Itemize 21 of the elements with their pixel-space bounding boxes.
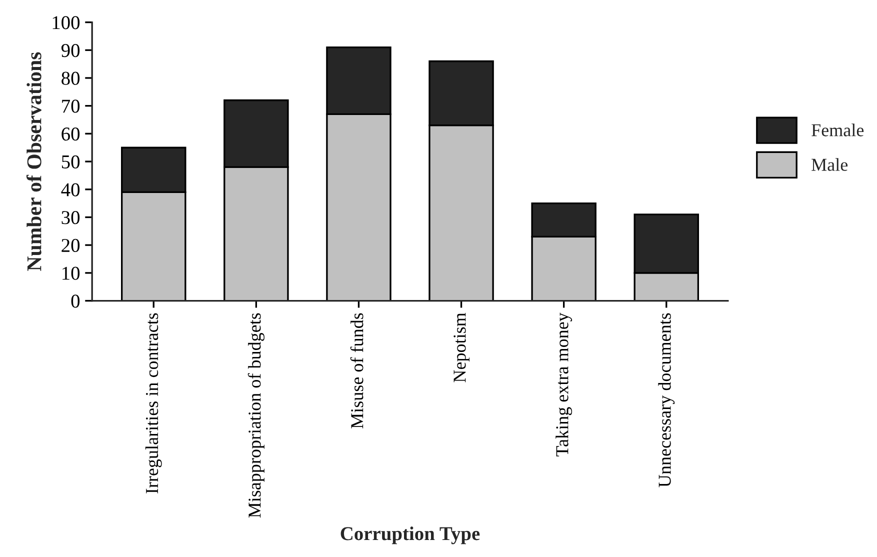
y-tick-label: 90 [61,44,80,58]
x-tick-label: Misappropriation of budgets [248,313,264,518]
y-tick-label: 100 [52,16,80,30]
x-tick-label: Misuse of funds [350,313,364,428]
x-tick-label: Taking extra money [556,312,572,456]
y-tick-label: 70 [62,100,80,113]
legend-label: Male [812,158,848,171]
y-axis-title: Number of Observations [26,52,42,271]
y-tick-label: 30 [62,211,80,224]
x-axis-title: Corruption Type [340,526,480,544]
y-tick-label: 20 [62,238,80,252]
x-tick-label: Nepotism [454,312,470,382]
y-tick-label: 50 [62,155,80,168]
y-tick-label: 40 [61,183,80,196]
x-tick-label: Unnecessary documents [658,313,675,488]
y-tick-label: 10 [62,266,80,280]
y-tick-label: 60 [62,127,80,141]
legend-label: Female [812,124,864,136]
y-tick-label: 0 [71,294,80,308]
y-tick-label: 80 [62,72,80,85]
x-tick-label: Irregularities in contracts [145,313,162,494]
